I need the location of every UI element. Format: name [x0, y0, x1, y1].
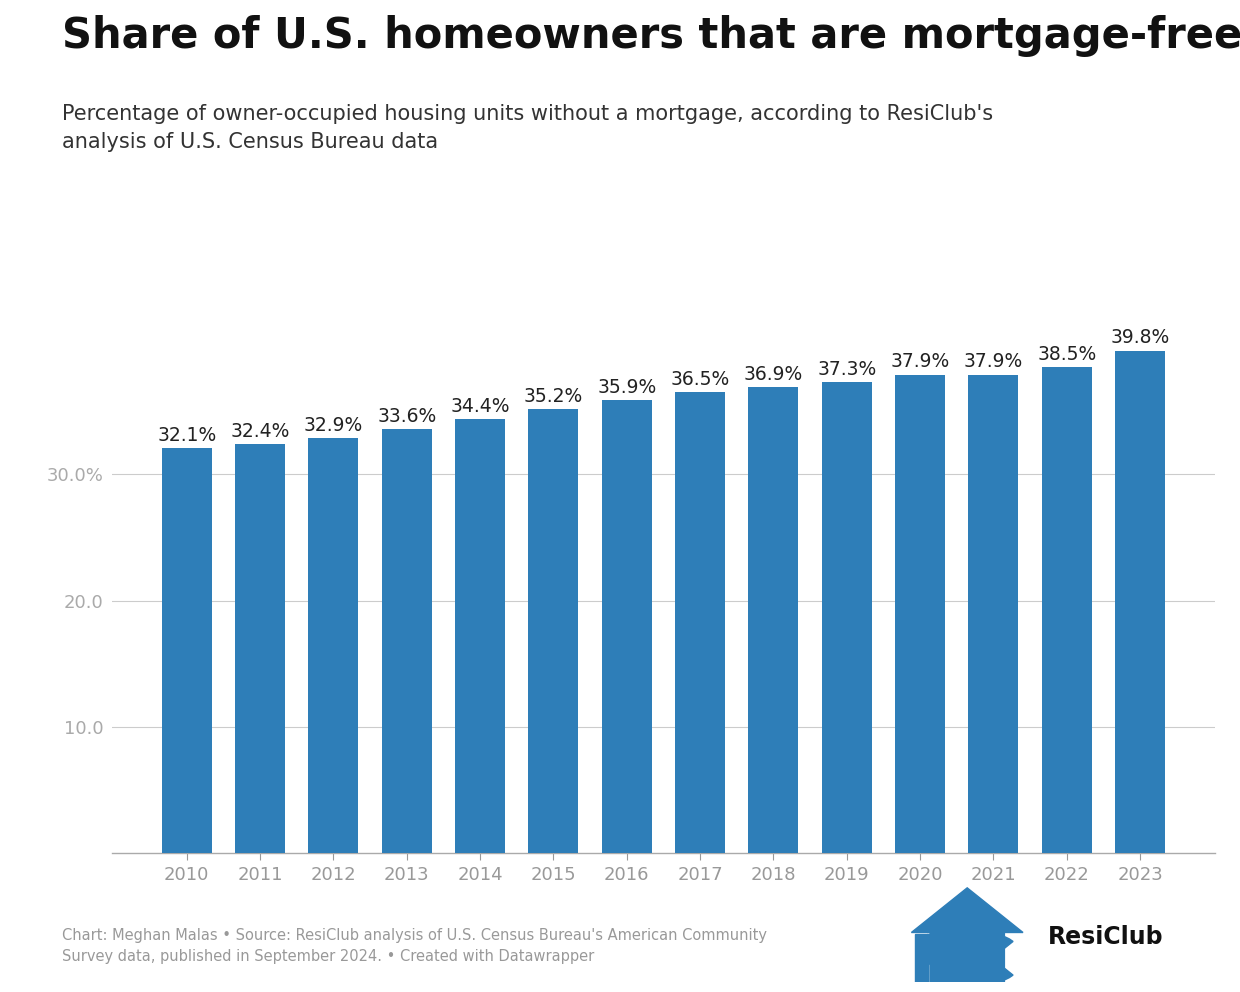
Polygon shape: [962, 934, 1013, 982]
Bar: [675, 392, 725, 853]
Text: 39.8%: 39.8%: [1111, 328, 1169, 347]
Text: Chart: Meghan Malas • Source: ResiClub analysis of U.S. Census Bureau's American: Chart: Meghan Malas • Source: ResiClub a…: [62, 928, 768, 964]
Bar: [1042, 367, 1091, 853]
Bar: [236, 444, 285, 853]
Bar: [895, 375, 945, 853]
Text: 36.9%: 36.9%: [744, 365, 804, 384]
Bar: [161, 447, 212, 853]
Bar: [382, 429, 432, 853]
Text: 36.5%: 36.5%: [671, 370, 729, 389]
Bar: [1115, 350, 1166, 853]
Bar: [455, 419, 505, 853]
Text: 32.9%: 32.9%: [304, 416, 363, 434]
Text: 37.3%: 37.3%: [817, 360, 877, 379]
Bar: [601, 400, 652, 853]
Text: 35.9%: 35.9%: [598, 378, 656, 397]
Polygon shape: [928, 934, 946, 964]
Bar: [528, 409, 578, 853]
Text: 34.4%: 34.4%: [450, 397, 510, 416]
Polygon shape: [915, 934, 928, 982]
Text: Share of U.S. homeowners that are mortgage-free: Share of U.S. homeowners that are mortga…: [62, 15, 1240, 57]
Bar: [968, 375, 1018, 853]
Text: Percentage of owner-occupied housing units without a mortgage, according to Resi: Percentage of owner-occupied housing uni…: [62, 104, 993, 152]
Bar: [749, 387, 799, 853]
Text: 37.9%: 37.9%: [890, 352, 950, 371]
Text: ResiClub: ResiClub: [1048, 926, 1163, 949]
Polygon shape: [936, 956, 957, 982]
Text: 32.4%: 32.4%: [231, 422, 290, 440]
Text: 38.5%: 38.5%: [1037, 345, 1096, 364]
Text: 35.2%: 35.2%: [523, 387, 583, 406]
Bar: [822, 382, 872, 853]
Text: 33.6%: 33.6%: [377, 407, 436, 426]
Polygon shape: [911, 888, 1023, 982]
Text: 37.9%: 37.9%: [963, 352, 1023, 371]
Bar: [309, 437, 358, 853]
Text: 32.1%: 32.1%: [157, 426, 216, 444]
